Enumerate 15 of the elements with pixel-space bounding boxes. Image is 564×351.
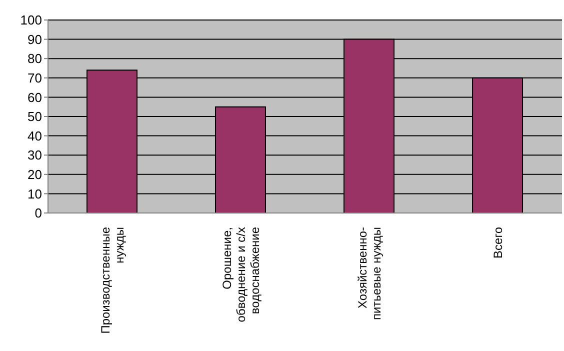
y-tick-label: 60 bbox=[28, 90, 42, 105]
y-tick-label: 20 bbox=[28, 167, 42, 182]
x-tick-label: Хозяйственно-питьевые нужды bbox=[355, 227, 384, 320]
y-tick-label: 90 bbox=[28, 32, 42, 47]
y-tick-label: 40 bbox=[28, 128, 42, 144]
y-tick-label: 50 bbox=[28, 109, 42, 124]
x-tick-label: Орошение, обводнение и с/х водоснабжение bbox=[220, 226, 262, 322]
y-tick-label: 100 bbox=[20, 12, 42, 28]
y-tick-label: 0 bbox=[34, 206, 42, 221]
y-tick-label: 80 bbox=[28, 51, 42, 66]
y-tick-label: 70 bbox=[28, 70, 42, 86]
x-tick-label: Производственные нужды bbox=[98, 226, 126, 334]
y-tick-label: 10 bbox=[28, 186, 42, 202]
x-tick-label: Всего bbox=[490, 226, 505, 258]
y-tick-label: 30 bbox=[28, 148, 42, 163]
